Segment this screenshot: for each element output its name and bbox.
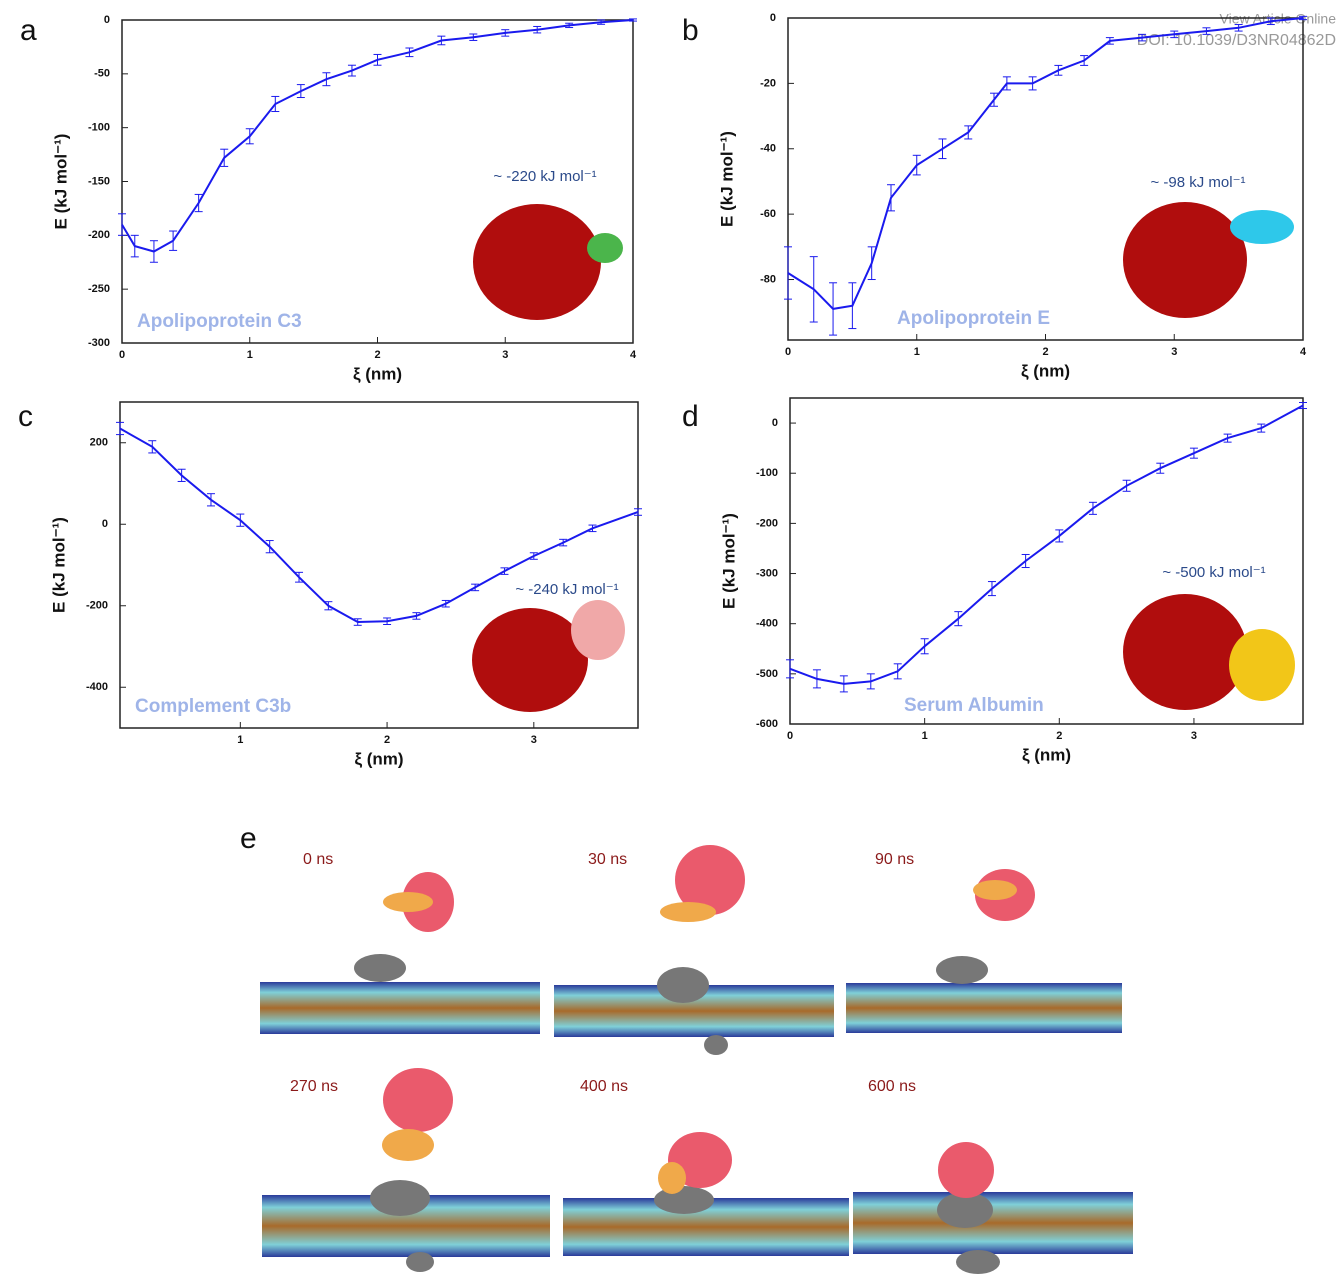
data-line — [787, 17, 1304, 310]
y-tick-label: -300 — [88, 337, 110, 349]
y-axis-label: E (kJ mol⁻¹) — [719, 513, 738, 609]
x-tick-label: 3 — [531, 734, 537, 746]
x-tick-label: 2 — [384, 734, 390, 746]
x-tick-label: 3 — [1191, 730, 1197, 742]
y-tick-label: 0 — [772, 417, 778, 429]
x-tick-label: 0 — [119, 349, 125, 361]
y-tick-label: -200 — [756, 517, 778, 529]
x-tick-label: 4 — [630, 349, 637, 361]
protein-name: Apolipoprotein C3 — [137, 311, 302, 332]
x-tick-label: 1 — [247, 349, 253, 361]
x-axis-label: ξ (nm) — [1022, 745, 1071, 764]
x-tick-label: 2 — [1056, 730, 1062, 742]
y-tick-label: -100 — [88, 122, 110, 134]
plot-frame — [119, 401, 639, 729]
y-tick-label: 0 — [104, 14, 110, 26]
y-tick-label: 0 — [770, 12, 776, 24]
y-tick-label: -400 — [756, 618, 778, 630]
y-axis-label: E (kJ mol⁻¹) — [717, 131, 736, 227]
doi: DOI: 10.1039/D3NR04862D — [1137, 32, 1336, 49]
y-axis-label: E (kJ mol⁻¹) — [51, 134, 70, 230]
y-axis-label: E (kJ mol⁻¹) — [49, 517, 68, 613]
x-axis-label: ξ (nm) — [353, 364, 402, 383]
annotation: ~ -98 kJ mol⁻¹ — [1150, 174, 1245, 191]
y-tick-label: 0 — [102, 518, 108, 530]
y-tick-label: -150 — [88, 175, 110, 187]
x-tick-label: 3 — [502, 349, 508, 361]
y-tick-label: -300 — [756, 567, 778, 579]
x-tick-label: 1 — [914, 346, 920, 358]
data-line — [789, 404, 1304, 685]
y-tick-label: -250 — [88, 283, 110, 295]
x-tick-label: 2 — [1042, 346, 1048, 358]
frame-label: 30 ns — [588, 851, 627, 868]
panel-label: d — [682, 400, 699, 433]
frame-label: 270 ns — [290, 1078, 338, 1095]
panel-label: a — [20, 14, 37, 47]
x-tick-label: 2 — [374, 349, 380, 361]
data-line — [121, 19, 634, 253]
x-axis-label: ξ (nm) — [354, 749, 403, 768]
y-tick-label: -600 — [756, 718, 778, 730]
x-axis-label: ξ (nm) — [1021, 361, 1070, 380]
x-tick-label: 1 — [922, 730, 928, 742]
x-tick-label: 4 — [1300, 346, 1307, 358]
annotation: ~ -220 kJ mol⁻¹ — [493, 168, 596, 185]
frame-label: 600 ns — [868, 1078, 916, 1095]
y-tick-label: -40 — [760, 143, 776, 155]
x-tick-label: 1 — [237, 734, 243, 746]
panel-label: b — [682, 14, 699, 47]
protein-name: Complement C3b — [135, 696, 291, 717]
protein-name: Serum Albumin — [904, 695, 1044, 716]
x-tick-label: 0 — [787, 730, 793, 742]
y-tick-label: -100 — [756, 467, 778, 479]
protein-image — [472, 202, 1295, 712]
y-tick-label: 200 — [90, 437, 108, 449]
panel-label: c — [18, 400, 33, 433]
x-tick-label: 3 — [1171, 346, 1177, 358]
y-tick-label: -400 — [86, 681, 108, 693]
annotation: ~ -500 kJ mol⁻¹ — [1162, 564, 1265, 581]
plot-frame — [789, 397, 1304, 725]
data-line — [119, 427, 639, 624]
frame-label: 0 ns — [303, 851, 333, 868]
y-tick-label: -200 — [86, 600, 108, 612]
x-tick-label: 0 — [785, 346, 791, 358]
protein-name: Apolipoprotein E — [897, 308, 1050, 329]
annotation: ~ -240 kJ mol⁻¹ — [515, 581, 618, 598]
panel-e-image — [260, 845, 1133, 1274]
y-tick-label: -80 — [760, 273, 776, 285]
y-tick-label: -200 — [88, 229, 110, 241]
panel-label: e — [240, 822, 257, 855]
frame-label: 90 ns — [875, 851, 914, 868]
frame-label: 400 ns — [580, 1078, 628, 1095]
y-tick-label: -500 — [756, 668, 778, 680]
y-tick-label: -50 — [94, 68, 110, 80]
y-tick-label: -20 — [760, 77, 776, 89]
y-tick-label: -60 — [760, 208, 776, 220]
